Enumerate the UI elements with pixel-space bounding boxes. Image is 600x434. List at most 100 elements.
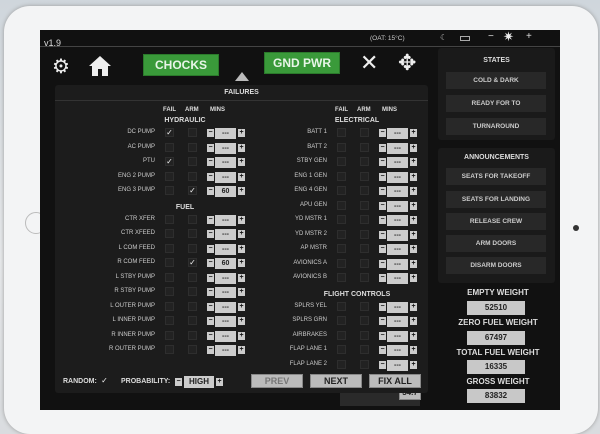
mins-increase-button[interactable]: +: [238, 143, 245, 152]
state-cold-dark-button[interactable]: COLD & DARK: [446, 72, 546, 89]
arm-checkbox[interactable]: ✓: [188, 258, 197, 267]
fail-checkbox[interactable]: [165, 330, 174, 340]
mins-increase-button[interactable]: +: [238, 346, 245, 354]
mins-increase-button[interactable]: +: [410, 187, 417, 195]
mins-decrease-button[interactable]: −: [207, 129, 214, 137]
mins-increase-button[interactable]: +: [410, 360, 417, 369]
arm-checkbox[interactable]: [360, 142, 369, 152]
mins-increase-button[interactable]: +: [238, 230, 245, 238]
arm-checkbox[interactable]: [360, 186, 369, 195]
announce-release-crew-button[interactable]: RELEASE CREW: [446, 213, 546, 230]
mins-decrease-button[interactable]: −: [207, 215, 214, 224]
fail-checkbox[interactable]: [337, 330, 346, 340]
fail-checkbox[interactable]: [337, 244, 346, 253]
announce-seats-landing-button[interactable]: SEATS FOR LANDING: [446, 191, 546, 208]
mins-decrease-button[interactable]: −: [207, 273, 214, 282]
arm-checkbox[interactable]: [188, 316, 197, 325]
fail-checkbox[interactable]: [337, 359, 346, 369]
mins-decrease-button[interactable]: −: [379, 245, 386, 253]
fail-checkbox[interactable]: [337, 301, 346, 311]
mins-increase-button[interactable]: +: [238, 129, 245, 137]
fail-checkbox[interactable]: [165, 258, 174, 267]
fail-checkbox[interactable]: [165, 214, 174, 224]
arm-checkbox[interactable]: [188, 229, 197, 238]
pushback-icon[interactable]: ✥: [398, 50, 417, 75]
mins-decrease-button[interactable]: −: [379, 187, 386, 195]
mins-decrease-button[interactable]: −: [379, 216, 386, 224]
prev-button[interactable]: PREV: [251, 374, 303, 388]
arm-checkbox[interactable]: [360, 171, 369, 181]
probability-increase-button[interactable]: +: [216, 378, 223, 386]
mins-increase-button[interactable]: +: [410, 317, 417, 325]
mins-decrease-button[interactable]: −: [207, 317, 214, 325]
mins-increase-button[interactable]: +: [238, 288, 245, 296]
mins-increase-button[interactable]: +: [238, 172, 245, 181]
mins-decrease-button[interactable]: −: [379, 201, 386, 210]
mins-decrease-button[interactable]: −: [207, 143, 214, 152]
mins-decrease-button[interactable]: −: [207, 158, 214, 166]
mins-increase-button[interactable]: +: [410, 143, 417, 152]
mins-decrease-button[interactable]: −: [379, 158, 386, 166]
mins-increase-button[interactable]: +: [410, 302, 417, 311]
mins-decrease-button[interactable]: −: [207, 187, 214, 195]
mins-decrease-button[interactable]: −: [207, 230, 214, 238]
arm-checkbox[interactable]: [360, 273, 369, 282]
mins-increase-button[interactable]: +: [238, 244, 245, 253]
arm-checkbox[interactable]: [188, 301, 197, 311]
fail-checkbox[interactable]: [165, 301, 174, 311]
mins-increase-button[interactable]: +: [238, 215, 245, 224]
announce-arm-doors-button[interactable]: ARM DOORS: [446, 235, 546, 252]
state-ready-for-to-button[interactable]: READY FOR TO: [446, 95, 546, 112]
brightness-decrease-button[interactable]: −: [488, 31, 494, 42]
fail-checkbox[interactable]: [165, 345, 174, 354]
arm-checkbox[interactable]: [360, 229, 369, 239]
arm-checkbox[interactable]: ✓: [188, 186, 197, 195]
arm-checkbox[interactable]: [360, 330, 369, 340]
mins-increase-button[interactable]: +: [410, 331, 417, 340]
gear-icon[interactable]: ⚙: [52, 56, 70, 78]
arm-checkbox[interactable]: [188, 171, 197, 181]
chocks-button[interactable]: CHOCKS: [143, 54, 219, 76]
arm-checkbox[interactable]: [188, 157, 197, 166]
mins-increase-button[interactable]: +: [410, 245, 417, 253]
mins-increase-button[interactable]: +: [238, 187, 245, 195]
arm-checkbox[interactable]: [188, 128, 197, 137]
fail-checkbox[interactable]: [165, 287, 174, 296]
fail-checkbox[interactable]: [337, 200, 346, 210]
mins-decrease-button[interactable]: −: [207, 331, 214, 340]
fail-checkbox[interactable]: [337, 273, 346, 282]
mins-decrease-button[interactable]: −: [379, 230, 386, 239]
announce-seats-takeoff-button[interactable]: SEATS FOR TAKEOFF: [446, 168, 546, 185]
fail-checkbox[interactable]: [165, 142, 174, 152]
mins-decrease-button[interactable]: −: [379, 259, 386, 268]
fail-checkbox[interactable]: [165, 186, 174, 195]
arm-checkbox[interactable]: [360, 157, 369, 166]
mins-decrease-button[interactable]: −: [379, 129, 386, 137]
arm-checkbox[interactable]: [188, 243, 197, 253]
fail-checkbox[interactable]: [337, 258, 346, 268]
fail-checkbox[interactable]: [165, 243, 174, 253]
fail-checkbox[interactable]: ✓: [165, 157, 174, 166]
arm-checkbox[interactable]: [360, 258, 369, 268]
mins-decrease-button[interactable]: −: [207, 288, 214, 296]
mins-decrease-button[interactable]: −: [207, 302, 214, 311]
mins-decrease-button[interactable]: −: [379, 331, 386, 340]
mins-decrease-button[interactable]: −: [379, 302, 386, 311]
fail-checkbox[interactable]: [165, 229, 174, 238]
arm-checkbox[interactable]: [360, 316, 369, 325]
fix-all-button[interactable]: FIX ALL: [369, 374, 421, 388]
arm-checkbox[interactable]: [360, 200, 369, 210]
arm-checkbox[interactable]: [188, 272, 197, 282]
mins-decrease-button[interactable]: −: [379, 143, 386, 152]
mins-decrease-button[interactable]: −: [207, 346, 214, 354]
mins-decrease-button[interactable]: −: [207, 172, 214, 181]
home-icon[interactable]: [88, 55, 112, 77]
fail-checkbox[interactable]: [337, 157, 346, 166]
next-button[interactable]: NEXT: [310, 374, 362, 388]
random-checkbox[interactable]: ✓: [101, 376, 108, 385]
arm-checkbox[interactable]: [360, 359, 369, 369]
fail-checkbox[interactable]: [337, 345, 346, 354]
gnd-pwr-button[interactable]: GND PWR: [264, 52, 340, 74]
mins-increase-button[interactable]: +: [410, 346, 417, 354]
mins-increase-button[interactable]: +: [238, 158, 245, 166]
